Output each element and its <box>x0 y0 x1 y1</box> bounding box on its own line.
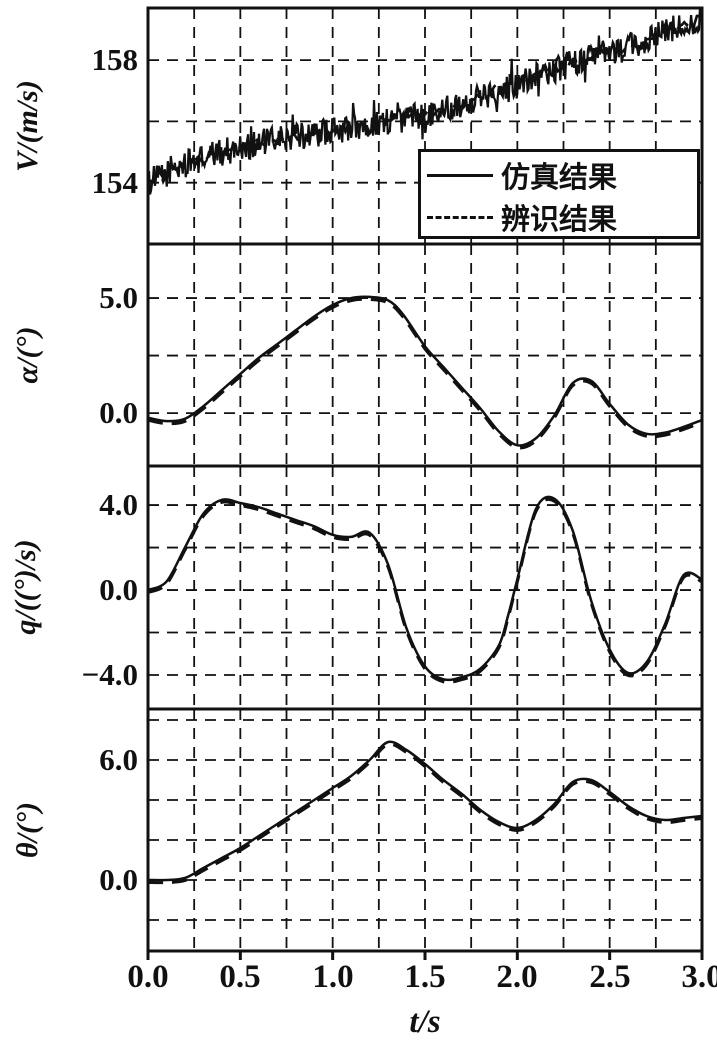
curves-velocity <box>148 8 702 195</box>
curve-velocity-identification <box>148 14 702 185</box>
ytick-v-154: 154 <box>91 165 139 200</box>
xtick-0: 0.0 <box>127 959 169 995</box>
ylabel-pitch-rate: q/((°)/s) <box>9 539 42 635</box>
xtick-3: 3.0 <box>681 959 717 995</box>
legend-label-identification: 辨识结果 <box>501 204 618 236</box>
x-tick-marks <box>146 951 704 960</box>
ytick-alpha-0: 0.0 <box>99 395 138 430</box>
ytick-q-neg4: −4.0 <box>81 657 138 692</box>
legend-row-identification: 辨识结果 <box>427 196 691 238</box>
panel-pitch-rate <box>146 464 704 711</box>
grid-pitch-rate <box>148 466 702 709</box>
ytick-q-0: 0.0 <box>99 572 138 607</box>
legend: 仿真结果 辨识结果 <box>418 149 700 239</box>
curve-pitch-rate-simulation <box>148 495 702 682</box>
curve-theta-simulation <box>148 740 702 882</box>
ytick-v-158: 158 <box>91 42 139 77</box>
xtick-25: 2.5 <box>589 959 631 995</box>
curve-theta-identification <box>148 742 702 885</box>
ytick-theta-6: 6.0 <box>99 742 138 777</box>
ylabel-velocity: V/(m/s) <box>11 80 44 172</box>
curve-velocity-simulation <box>148 8 702 195</box>
panel-alpha <box>146 242 704 468</box>
xtick-05: 0.5 <box>219 959 261 995</box>
curves-pitch-rate <box>148 495 702 684</box>
ylabel-theta: θ/(°) <box>11 802 44 858</box>
curves-theta <box>148 740 702 885</box>
xtick-1: 1.0 <box>312 959 354 995</box>
curve-pitch-rate-identification <box>148 497 702 684</box>
legend-dashed-line-icon <box>427 215 493 219</box>
ytick-alpha-5: 5.0 <box>99 280 138 315</box>
ytick-theta-0: 0.0 <box>99 862 138 897</box>
xtick-2: 2.0 <box>496 959 538 995</box>
curves-alpha <box>148 295 702 450</box>
legend-row-simulation: 仿真结果 <box>427 154 691 196</box>
curve-alpha-simulation <box>148 295 702 447</box>
xtick-15: 1.5 <box>404 959 446 995</box>
ytick-q-4: 4.0 <box>99 487 138 522</box>
ylabel-alpha: α/(°) <box>11 326 44 384</box>
grid-alpha <box>148 244 702 466</box>
legend-solid-line-icon <box>427 173 493 177</box>
xlabel: t/s <box>409 1004 441 1040</box>
legend-label-simulation: 仿真结果 <box>501 162 618 194</box>
panel-theta <box>146 707 704 953</box>
grid-theta <box>148 709 702 951</box>
curve-alpha-identification <box>148 297 702 450</box>
